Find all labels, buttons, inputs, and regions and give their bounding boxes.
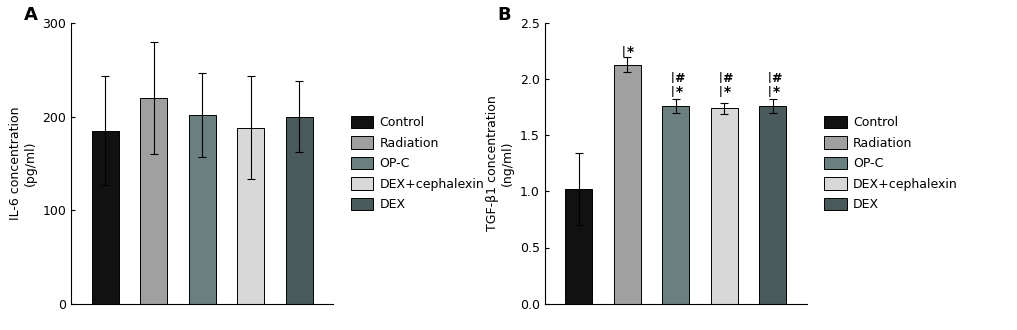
Bar (711, 108, 737, 304)
Text: |: | (670, 86, 674, 97)
Text: #: # (674, 72, 684, 85)
Text: *: * (773, 85, 780, 99)
Text: |: | (622, 46, 625, 57)
Text: |: | (670, 72, 674, 82)
Bar (286, 116, 312, 304)
Text: *: * (724, 85, 731, 99)
Y-axis label: IL-6 concentration
(pg/ml): IL-6 concentration (pg/ml) (9, 107, 37, 220)
Bar (614, 65, 641, 304)
Text: *: * (627, 45, 635, 59)
Text: |: | (719, 72, 723, 82)
Legend: Control, Radiation, OP-C, DEX+cephalexin, DEX: Control, Radiation, OP-C, DEX+cephalexin… (351, 115, 484, 211)
Text: |: | (719, 86, 723, 97)
Bar (189, 115, 216, 304)
Text: B: B (497, 6, 512, 24)
Bar (565, 189, 592, 304)
Text: #: # (722, 72, 733, 85)
Bar (140, 98, 167, 304)
Text: #: # (771, 72, 781, 85)
Text: |: | (768, 72, 771, 82)
Bar (760, 106, 786, 304)
Bar (237, 128, 264, 304)
Text: A: A (24, 6, 38, 24)
Y-axis label: TGF-β1 concentration
(ng/ml): TGF-β1 concentration (ng/ml) (486, 95, 515, 231)
Bar (92, 131, 119, 304)
Bar (662, 106, 690, 304)
Legend: Control, Radiation, OP-C, DEX+cephalexin, DEX: Control, Radiation, OP-C, DEX+cephalexin… (825, 115, 958, 211)
Text: *: * (675, 85, 682, 99)
Text: |: | (768, 86, 771, 97)
